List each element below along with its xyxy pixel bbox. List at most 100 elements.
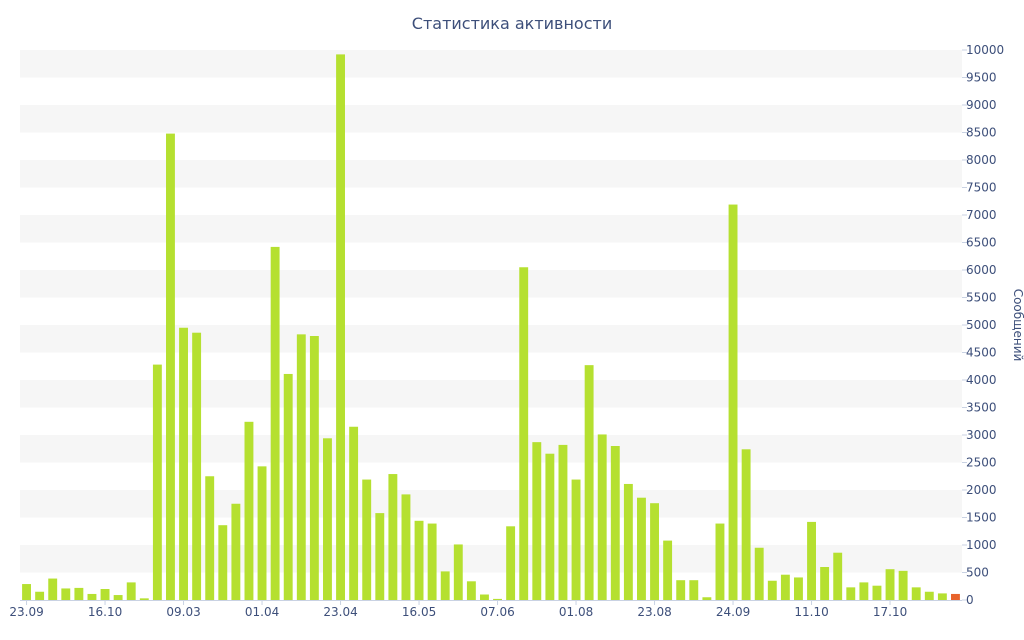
bar[interactable] [61, 588, 71, 600]
bar[interactable] [898, 570, 908, 600]
bar[interactable] [493, 598, 502, 600]
y-tick-label: 7500 [966, 181, 997, 195]
bar[interactable] [859, 582, 869, 600]
grid-band [20, 215, 962, 243]
bar[interactable] [35, 591, 45, 600]
bar[interactable] [113, 595, 123, 600]
bar[interactable] [74, 587, 84, 600]
x-tick-label: 23.04 [323, 605, 357, 619]
grid-band [20, 160, 962, 188]
bar[interactable] [139, 598, 149, 600]
bar[interactable] [296, 334, 306, 600]
bar[interactable] [218, 525, 228, 600]
bar[interactable] [623, 483, 633, 600]
bar[interactable] [597, 434, 607, 600]
bar[interactable] [506, 526, 516, 600]
bar[interactable] [637, 497, 646, 600]
bar[interactable] [872, 585, 882, 600]
grid-band [20, 352, 962, 380]
x-tick-label: 17.10 [873, 605, 907, 619]
grid-band [20, 105, 962, 133]
bar[interactable] [166, 133, 175, 600]
bar[interactable] [362, 479, 372, 600]
bar[interactable] [244, 421, 254, 600]
bar[interactable] [126, 582, 136, 600]
y-axis-ticks: 0 500 1000 1500 2000 2500 3000 3500 4000 4500 5000… [962, 43, 1004, 607]
x-tick-label: 16.10 [88, 605, 122, 619]
bar[interactable] [519, 267, 529, 600]
bar[interactable] [401, 494, 411, 600]
y-tick-label: 9000 [966, 98, 997, 112]
bar[interactable] [414, 520, 424, 600]
bar[interactable] [231, 503, 241, 600]
bar[interactable] [924, 591, 934, 600]
bar[interactable] [951, 593, 960, 600]
bar[interactable] [741, 449, 751, 600]
grid-band [20, 490, 962, 518]
grid-band [20, 545, 962, 573]
grid-band [20, 407, 962, 435]
bar[interactable] [349, 426, 359, 600]
grid-band [20, 132, 962, 160]
bar[interactable] [532, 442, 542, 600]
grid-band [20, 270, 962, 298]
grid-band [20, 297, 962, 325]
bar[interactable] [571, 479, 581, 600]
bar[interactable] [336, 54, 345, 600]
bar[interactable] [807, 521, 816, 600]
x-tick-label: 07.06 [480, 605, 514, 619]
bar[interactable] [676, 580, 686, 600]
bar[interactable] [754, 547, 764, 600]
bar[interactable] [545, 453, 555, 600]
bar[interactable] [257, 466, 267, 600]
y-tick-label: 5000 [966, 318, 997, 332]
bar[interactable] [375, 513, 385, 600]
y-tick-label: 8000 [966, 153, 997, 167]
bar[interactable] [610, 446, 620, 600]
bar[interactable] [179, 327, 188, 600]
bar[interactable] [22, 584, 31, 600]
bar[interactable] [937, 593, 947, 600]
bar[interactable] [650, 503, 659, 600]
bar[interactable] [205, 476, 215, 600]
y-tick-label: 6500 [966, 236, 997, 250]
y-tick-label: 500 [966, 566, 989, 580]
bar[interactable] [453, 544, 463, 600]
y-tick-label: 4500 [966, 346, 997, 360]
bar[interactable] [388, 474, 398, 600]
bar[interactable] [48, 578, 58, 600]
bar[interactable] [323, 438, 332, 600]
bar[interactable] [480, 594, 489, 601]
bar[interactable] [780, 574, 790, 600]
bar[interactable] [911, 587, 921, 600]
bar[interactable] [309, 336, 319, 600]
bar[interactable] [767, 580, 777, 600]
bar[interactable] [87, 593, 97, 600]
grid-band [20, 380, 962, 408]
bar[interactable] [820, 567, 830, 600]
bar[interactable] [885, 569, 895, 600]
bar[interactable] [846, 587, 856, 600]
bar[interactable] [283, 373, 293, 600]
bar[interactable] [833, 552, 843, 600]
grid-band [20, 242, 962, 270]
bar[interactable] [702, 597, 712, 600]
bar[interactable] [152, 364, 162, 600]
bar[interactable] [427, 523, 437, 600]
bar[interactable] [663, 540, 673, 600]
bar[interactable] [689, 580, 699, 600]
y-tick-label: 8500 [966, 126, 997, 140]
bar[interactable] [558, 444, 568, 600]
bar[interactable] [584, 365, 594, 600]
bar[interactable] [466, 581, 476, 600]
x-tick-label: 09.03 [166, 605, 200, 619]
bar[interactable] [728, 204, 738, 601]
bar[interactable] [270, 246, 280, 600]
bar[interactable] [794, 577, 803, 600]
bar[interactable] [100, 589, 110, 600]
bar[interactable] [715, 523, 725, 600]
y-tick-label: 0 [966, 593, 974, 607]
x-tick-label: 23.09 [9, 605, 43, 619]
bar[interactable] [192, 332, 202, 600]
bar[interactable] [440, 571, 450, 600]
